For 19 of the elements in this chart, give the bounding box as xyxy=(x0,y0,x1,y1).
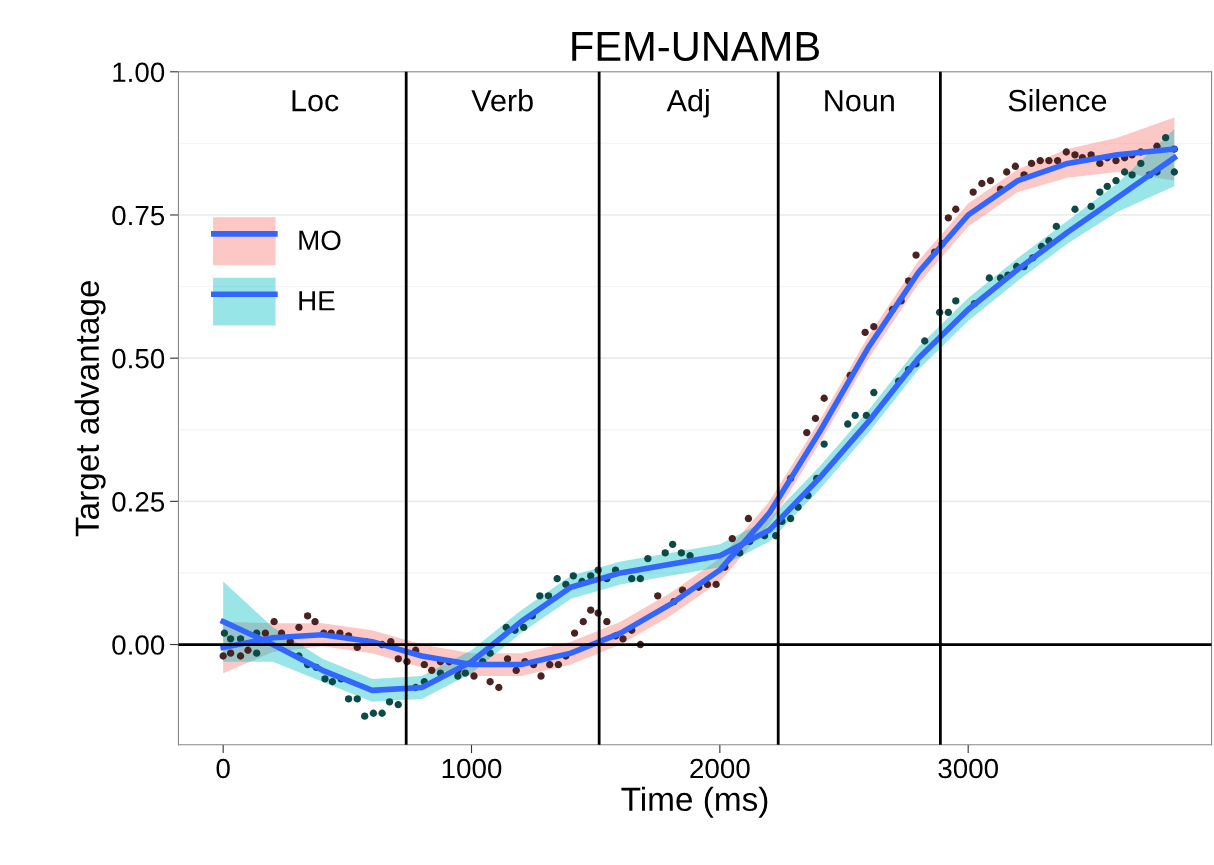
legend-label: HE xyxy=(299,291,335,311)
chart-title: FEM-UNAMB xyxy=(572,32,819,62)
annotation: Verb xyxy=(471,89,533,112)
x-axis-title: Time (ms) xyxy=(621,786,768,818)
annotation: Silence xyxy=(1008,89,1107,112)
y-tick-label: 1.00 xyxy=(113,62,165,83)
y-tick-label: 0.75 xyxy=(112,205,165,226)
x-tick-label: 1000 xyxy=(442,758,502,779)
annotation: Noun xyxy=(825,90,894,112)
x-tick-label: 0 xyxy=(216,758,230,779)
annotation: Adj xyxy=(666,89,709,118)
y-tick-label: 0.25 xyxy=(112,492,165,512)
x-tick-label: 3000 xyxy=(938,758,999,779)
y-tick-label: 0.50 xyxy=(112,348,165,369)
annotation: Loc xyxy=(292,90,339,112)
y-tick-label: 0.00 xyxy=(112,635,165,655)
y-axis-title: Target advantage xyxy=(74,280,106,537)
x-tick-label: 2000 xyxy=(690,758,750,779)
legend-label: MO xyxy=(299,230,341,251)
